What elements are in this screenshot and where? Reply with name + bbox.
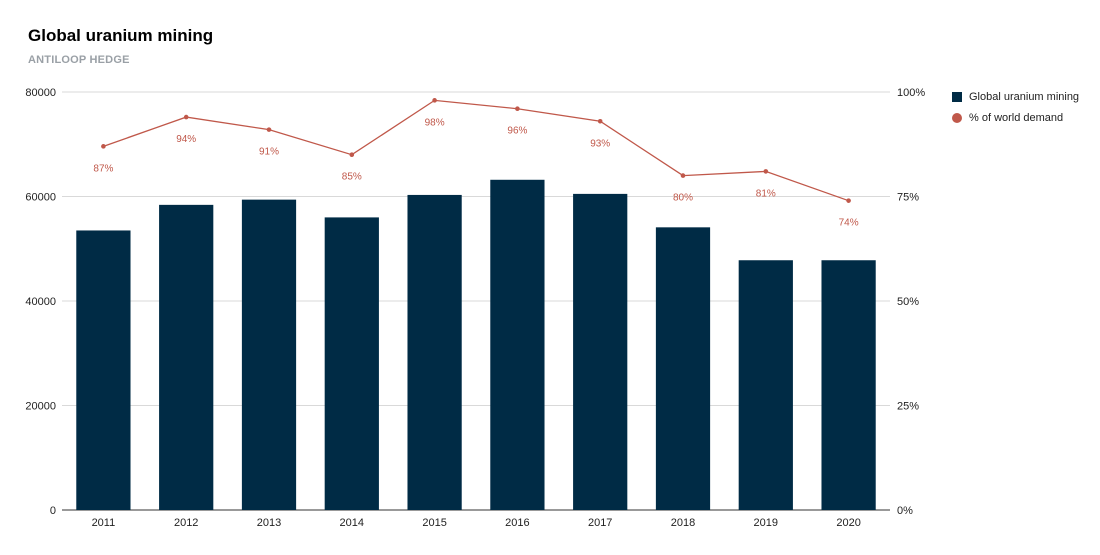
bar xyxy=(738,260,793,510)
data-label: 93% xyxy=(590,138,610,149)
data-label: 91% xyxy=(259,147,279,158)
y-right-tick-label: 50% xyxy=(897,296,919,308)
data-label: 74% xyxy=(839,218,859,229)
data-label: 98% xyxy=(425,117,445,128)
data-label: 85% xyxy=(342,172,362,183)
data-label: 94% xyxy=(176,134,196,145)
y-right-tick-label: 0% xyxy=(897,505,913,517)
y-left-tick-label: 40000 xyxy=(25,296,56,308)
legend-swatch-mining xyxy=(952,91,962,102)
x-tick-label: 2014 xyxy=(340,517,364,529)
line-point xyxy=(846,198,851,203)
bar xyxy=(159,204,214,511)
legend-item-demand: % of world demand xyxy=(952,107,1079,128)
bar xyxy=(76,230,131,510)
data-label: 80% xyxy=(673,193,693,204)
legend-label-mining: Global uranium mining xyxy=(969,90,1080,103)
y-left-tick-label: 60000 xyxy=(25,192,56,204)
line-series-demand xyxy=(103,99,849,202)
bar xyxy=(821,260,876,510)
y-left-tick-label: 80000 xyxy=(25,87,56,99)
x-tick-label: 2013 xyxy=(257,517,281,529)
x-tick-label: 2015 xyxy=(422,517,446,529)
line-point xyxy=(349,152,355,157)
line-point xyxy=(101,144,106,149)
data-label: 96% xyxy=(507,126,527,137)
x-tick-label: 2011 xyxy=(92,517,116,529)
line-point xyxy=(183,114,189,120)
chart-subtitle: ANTILOOP HEDGE xyxy=(28,54,130,66)
x-tick-label: 2017 xyxy=(588,517,612,529)
legend: Global uranium mining % of world demand xyxy=(952,86,1079,128)
y-right-tick-label: 100% xyxy=(897,87,925,99)
line-point xyxy=(763,169,769,174)
bar xyxy=(573,193,628,510)
legend-label-demand: % of world demand xyxy=(969,111,1064,124)
bar xyxy=(655,227,711,510)
bar xyxy=(407,194,462,510)
bar xyxy=(241,199,297,510)
x-tick-label: 2018 xyxy=(671,517,695,529)
line-point xyxy=(432,98,437,103)
chart-title: Global uranium mining xyxy=(28,26,214,45)
y-right-tick-label: 25% xyxy=(897,401,919,413)
x-tick-label: 2019 xyxy=(754,517,778,529)
line-point xyxy=(266,127,272,132)
bar xyxy=(490,179,545,510)
data-label: 87% xyxy=(93,163,113,174)
line-point xyxy=(597,118,603,124)
y-left-tick-label: 0 xyxy=(50,505,56,517)
line-point xyxy=(680,173,686,178)
line-point xyxy=(515,106,520,112)
legend-item-mining: Global uranium mining xyxy=(952,86,1079,107)
x-tick-label: 2012 xyxy=(174,517,198,529)
y-left-tick-label: 20000 xyxy=(25,401,56,413)
bar xyxy=(324,217,379,510)
y-right-tick-label: 75% xyxy=(897,192,919,204)
x-tick-label: 2020 xyxy=(836,517,860,529)
x-tick-label: 2016 xyxy=(505,517,529,529)
legend-swatch-demand xyxy=(952,112,962,123)
data-label: 81% xyxy=(756,188,776,199)
